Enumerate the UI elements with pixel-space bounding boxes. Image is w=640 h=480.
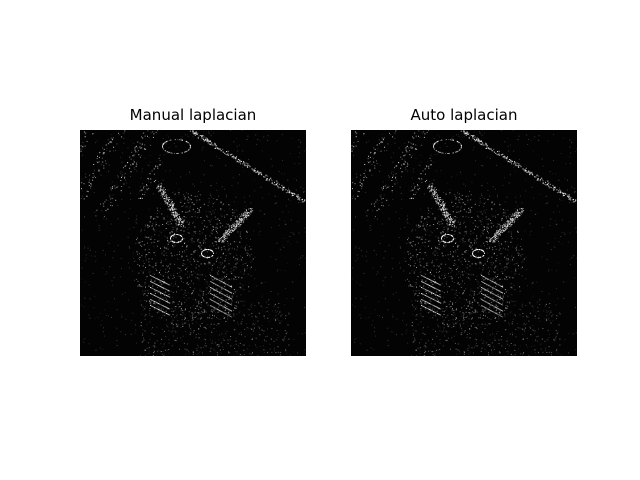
edge-pixels	[80, 130, 306, 356]
laplacian-image-auto	[351, 130, 577, 356]
edge-map-auto	[351, 130, 577, 356]
edge-map-manual	[80, 130, 306, 356]
laplacian-image-manual	[80, 130, 306, 356]
panel-title-auto: Auto laplacian	[410, 106, 518, 124]
panel-title-manual: Manual laplacian	[129, 106, 257, 124]
edge-pixels	[351, 130, 577, 356]
